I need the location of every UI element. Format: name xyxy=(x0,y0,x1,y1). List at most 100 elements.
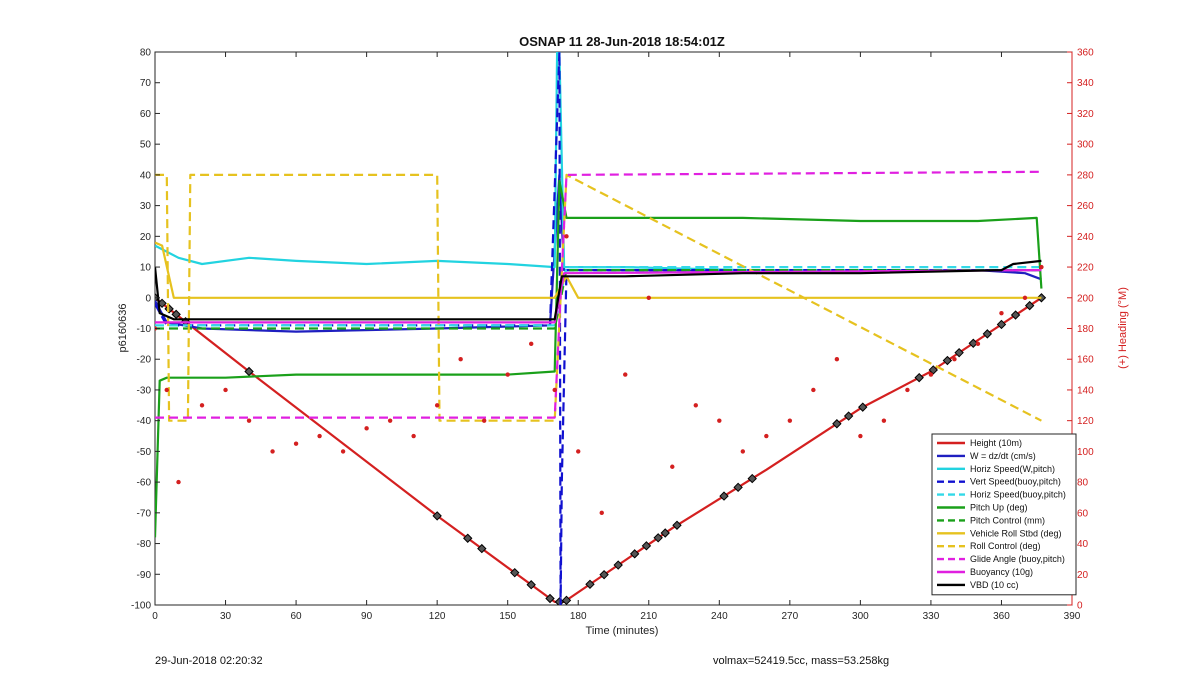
legend-entry-label: Horiz Speed(W,pitch) xyxy=(970,464,1055,474)
x-tick-label: 300 xyxy=(852,611,869,622)
y2-tick-label: 200 xyxy=(1077,293,1094,304)
x-tick-label: 60 xyxy=(291,611,303,622)
heading-point xyxy=(928,372,934,377)
x-tick-label: 30 xyxy=(220,611,232,622)
x-axis-label: Time (minutes) xyxy=(586,625,659,637)
height-marker xyxy=(653,533,663,543)
heading-point xyxy=(811,387,816,393)
height-marker xyxy=(585,579,595,590)
height-marker xyxy=(747,473,757,484)
heading-point xyxy=(552,387,557,393)
heading-point xyxy=(764,433,769,439)
y-tick-label: 10 xyxy=(140,263,152,274)
y2-tick-label: 0 xyxy=(1077,601,1083,612)
x-tick-label: 360 xyxy=(993,611,1010,622)
heading-point xyxy=(576,449,581,454)
height-marker xyxy=(526,580,536,590)
height-marker xyxy=(858,402,868,412)
series-line-buoyancy-10g xyxy=(155,269,1042,324)
heading-point xyxy=(646,295,651,300)
heading-point xyxy=(999,310,1004,316)
height-marker xyxy=(968,338,978,348)
legend-entry-label: Horiz Speed(buoy,pitch) xyxy=(970,490,1066,500)
x-tick-label: 270 xyxy=(782,611,799,622)
legend-entry-label: Buoyancy (10g) xyxy=(970,567,1033,577)
height-marker xyxy=(477,543,487,554)
heading-point xyxy=(1039,264,1044,270)
heading-point xyxy=(481,418,487,423)
heading-point xyxy=(717,418,722,423)
heading-point xyxy=(670,464,675,469)
x-tick-label: 90 xyxy=(361,611,373,622)
heading-point xyxy=(787,418,793,423)
height-marker xyxy=(942,355,953,366)
height-marker xyxy=(832,419,842,429)
heading-point xyxy=(834,357,840,362)
height-marker xyxy=(629,549,640,559)
heading-point xyxy=(623,372,628,377)
x-tick-label: 390 xyxy=(1064,611,1081,622)
y2-axis-label: (+) Heading (°M) xyxy=(1117,287,1129,369)
heading-point xyxy=(434,403,440,408)
y2-tick-label: 240 xyxy=(1077,232,1094,243)
y2-tick-label: 220 xyxy=(1077,263,1094,274)
x-tick-label: 120 xyxy=(429,611,446,622)
chart-title: OSNAP 11 28-Jun-2018 18:54:01Z xyxy=(519,34,725,49)
height-marker xyxy=(1036,293,1047,303)
y-tick-label: -30 xyxy=(137,385,152,396)
height-marker xyxy=(843,411,854,421)
plot-area xyxy=(154,51,1073,606)
x-tick-label: 0 xyxy=(152,611,158,622)
heading-point xyxy=(599,510,604,516)
y-tick-label: -100 xyxy=(131,601,151,612)
height-marker xyxy=(561,595,572,605)
height-marker xyxy=(432,511,442,521)
y2-tick-label: 140 xyxy=(1077,385,1094,396)
heading-point xyxy=(952,357,957,362)
x-tick-label: 180 xyxy=(570,611,587,622)
y2-tick-label: 80 xyxy=(1077,478,1089,489)
legend-entry-label: Vert Speed(buoy,pitch) xyxy=(970,477,1061,487)
legend-entry-label: W = dz/dt (cm/s) xyxy=(970,451,1036,461)
legend-entry-label: Glide Angle (buoy,pitch) xyxy=(970,554,1065,564)
legend-entry-label: Vehicle Roll Stbd (deg) xyxy=(970,528,1062,538)
y-tick-label: -90 xyxy=(137,570,152,581)
y-tick-label: -50 xyxy=(137,447,152,458)
y2-tick-label: 160 xyxy=(1077,355,1094,366)
height-marker xyxy=(660,528,670,538)
heading-point xyxy=(164,387,169,393)
y-tick-label: 40 xyxy=(140,170,152,181)
series-line-pitch-control-mm xyxy=(155,269,1042,330)
heading-point xyxy=(411,433,416,439)
heading-point xyxy=(529,341,534,347)
height-marker xyxy=(641,541,652,551)
height-marker xyxy=(719,491,729,501)
y2-tick-label: 180 xyxy=(1077,324,1094,335)
heading-point xyxy=(270,449,275,454)
heading-point xyxy=(223,387,228,393)
heading-point xyxy=(564,234,569,239)
y-tick-label: -60 xyxy=(137,478,152,489)
legend-entry-label: Height (10m) xyxy=(970,438,1022,448)
y2-tick-label: 300 xyxy=(1077,140,1094,151)
legend-entry-label: Pitch Control (mm) xyxy=(970,515,1045,525)
y2-tick-label: 260 xyxy=(1077,201,1094,212)
heading-point xyxy=(881,418,887,423)
heading-point xyxy=(975,341,981,347)
height-marker xyxy=(545,593,555,604)
height-marker xyxy=(954,347,964,358)
y2-tick-label: 40 xyxy=(1077,539,1089,550)
heading-point xyxy=(176,479,181,485)
y-tick-label: 30 xyxy=(140,201,152,212)
y2-tick-label: 340 xyxy=(1077,78,1094,89)
y2-tick-label: 120 xyxy=(1077,416,1094,427)
heading-point xyxy=(293,441,299,446)
legend xyxy=(931,433,1077,596)
y-tick-label: -80 xyxy=(137,539,152,550)
x-tick-label: 150 xyxy=(499,611,516,622)
y2-tick-label: 20 xyxy=(1077,570,1089,581)
height-marker xyxy=(463,533,473,543)
footer-timestamp: 29-Jun-2018 02:20:32 xyxy=(155,655,263,667)
height-marker xyxy=(928,365,938,375)
x-tick-label: 240 xyxy=(711,611,728,622)
